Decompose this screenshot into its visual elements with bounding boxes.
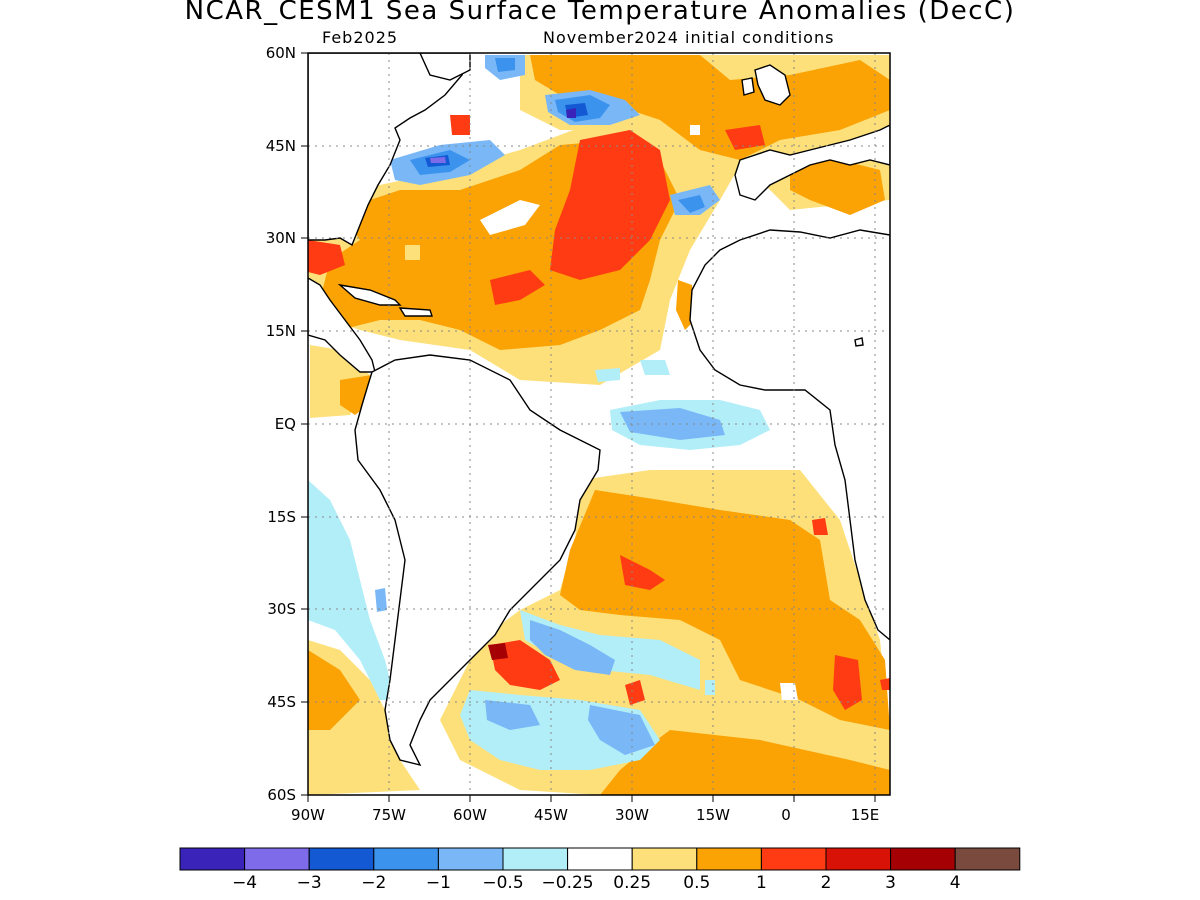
map-gridlines xyxy=(308,53,890,795)
colorbar-label: −0.25 xyxy=(542,873,594,893)
lon-tick-labels: 90W 75W 60W 45W 30W 15W 0 15E xyxy=(291,806,879,824)
lat-tick-label: EQ xyxy=(275,415,296,433)
colorbar-label: 4 xyxy=(950,873,961,893)
lat-tick-label: 30N xyxy=(266,229,296,247)
colorbar: −4 −3 −2 −1 −0.5 −0.25 0.25 0.5 1 2 3 4 xyxy=(179,847,1021,893)
lat-tick-label: 45S xyxy=(267,693,296,711)
init-conditions-label: November2024 initial conditions xyxy=(543,28,835,47)
colorbar-swatch xyxy=(244,847,310,871)
colorbar-swatch xyxy=(631,847,698,871)
colorbar-label: 0.5 xyxy=(683,873,710,893)
lon-tick-label: 90W xyxy=(291,806,325,824)
lat-tick-label: 15S xyxy=(267,508,296,526)
lon-tick-label: 30W xyxy=(615,806,649,824)
colorbar-label: −0.5 xyxy=(482,873,523,893)
colorbar-label: 3 xyxy=(885,873,896,893)
colorbar-label: −1 xyxy=(426,873,451,893)
tick-marks xyxy=(301,52,876,802)
lon-tick-label: 15W xyxy=(696,806,730,824)
lon-tick-label: 75W xyxy=(372,806,406,824)
plot-title: NCAR_CESM1 Sea Surface Temperature Anoma… xyxy=(184,0,1016,26)
colorbar-swatch xyxy=(502,847,569,871)
colorbar-label: 1 xyxy=(756,873,767,893)
colorbar-swatch xyxy=(760,847,827,871)
lat-tick-label: 60S xyxy=(267,786,296,804)
colorbar-label: −4 xyxy=(232,873,257,893)
colorbar-swatch xyxy=(954,847,1021,871)
lon-tick-label: 45W xyxy=(534,806,568,824)
lon-tick-label: 60W xyxy=(453,806,487,824)
colorbar-swatch xyxy=(890,847,956,871)
lat-tick-label: 30S xyxy=(267,600,296,618)
colorbar-label: −3 xyxy=(297,873,322,893)
colorbar-swatch xyxy=(437,847,504,871)
colorbar-swatch xyxy=(373,847,439,871)
colorbar-label: 0.25 xyxy=(613,873,651,893)
colorbar-swatch xyxy=(179,847,246,871)
lon-tick-label: 0 xyxy=(781,806,791,824)
colorbar-swatch xyxy=(696,847,762,871)
land-masses xyxy=(308,53,890,767)
colorbar-swatch xyxy=(825,847,892,871)
colorbar-label: −2 xyxy=(361,873,386,893)
colorbar-swatch xyxy=(308,847,375,871)
lat-tick-labels: 60N 45N 30N 15N EQ 15S 30S 45S 60S xyxy=(266,44,296,804)
lat-tick-label: 60N xyxy=(266,44,296,62)
colorbar-swatch xyxy=(567,847,633,871)
colorbar-label: 2 xyxy=(821,873,832,893)
lat-tick-label: 15N xyxy=(266,322,296,340)
lat-tick-label: 45N xyxy=(266,137,296,155)
lon-tick-label: 15E xyxy=(851,806,880,824)
valid-month-label: Feb2025 xyxy=(322,28,399,47)
